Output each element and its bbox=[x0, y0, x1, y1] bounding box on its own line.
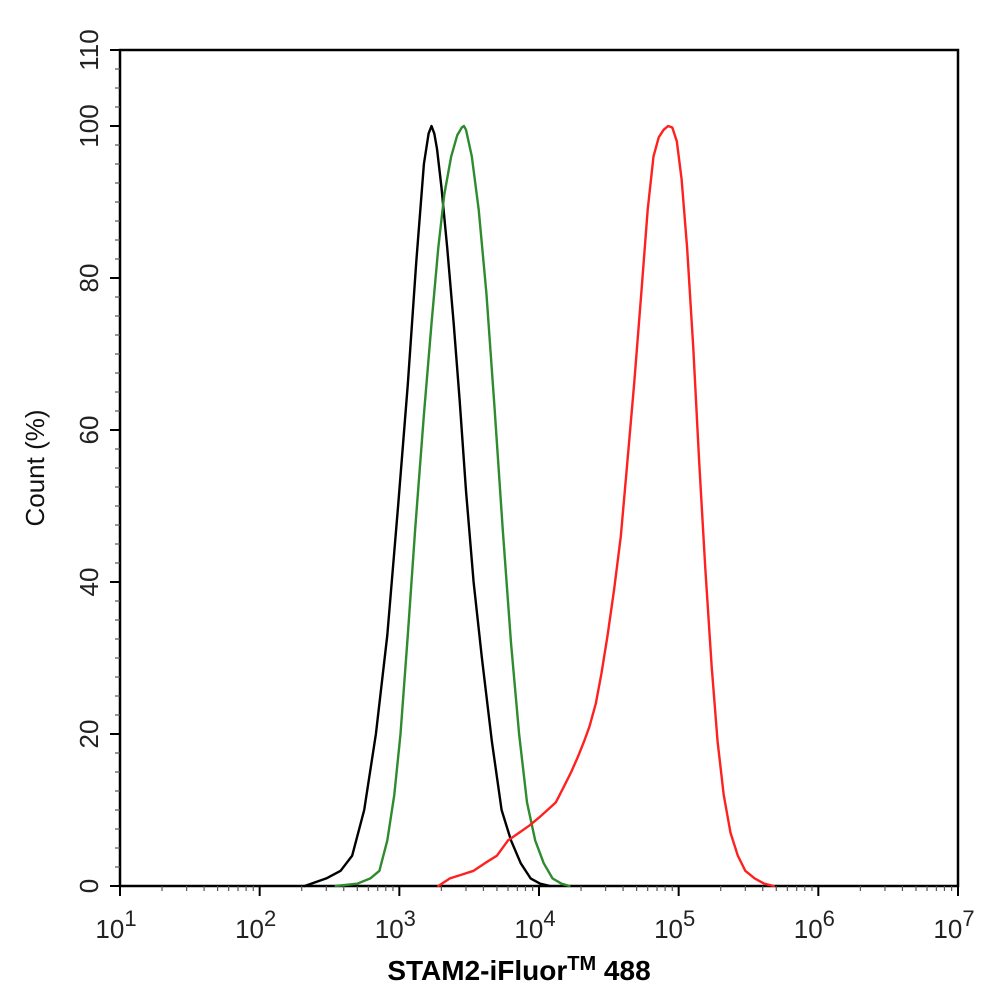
series-line-3 bbox=[437, 124, 775, 888]
x-tick-base: 10 bbox=[514, 914, 543, 944]
x-tick-exponent: 4 bbox=[543, 906, 555, 931]
x-tick-base: 10 bbox=[95, 914, 124, 944]
x-tick-label: 105 bbox=[654, 906, 695, 944]
x-axis-label-main: STAM2-iFluor bbox=[387, 955, 567, 986]
x-tick-label: 102 bbox=[235, 906, 276, 944]
x-axis-label-tail: 488 bbox=[596, 955, 651, 986]
x-tick-label: 107 bbox=[933, 906, 974, 944]
x-tick-exponent: 5 bbox=[683, 906, 695, 931]
x-tick-exponent: 3 bbox=[404, 906, 416, 931]
y-tick-label: 40 bbox=[74, 568, 104, 597]
x-tick-label: 106 bbox=[794, 906, 835, 944]
x-tick-exponent: 6 bbox=[823, 906, 835, 931]
plot-frame bbox=[118, 48, 960, 888]
y-axis-label: Count (%) bbox=[20, 409, 50, 526]
major-ticks bbox=[110, 49, 959, 896]
x-tick-base: 10 bbox=[375, 914, 404, 944]
x-tick-exponent: 2 bbox=[264, 906, 276, 931]
y-tick-label: 60 bbox=[74, 416, 104, 445]
x-tick-base: 10 bbox=[933, 914, 962, 944]
series-line-2 bbox=[334, 124, 571, 888]
x-tick-exponent: 7 bbox=[962, 906, 974, 931]
y-tick-label: 110 bbox=[74, 29, 104, 70]
y-tick-label: 20 bbox=[74, 720, 104, 749]
x-tick-base: 10 bbox=[794, 914, 823, 944]
x-tick-labels: 101 102 103 104 105 106 107 bbox=[95, 906, 974, 944]
series-line-1 bbox=[303, 124, 552, 888]
x-axis-label: STAM2-iFluorTM 488 bbox=[387, 953, 650, 986]
y-tick-label: 80 bbox=[74, 264, 104, 293]
series-lines bbox=[303, 124, 775, 888]
x-tick-base: 10 bbox=[235, 914, 264, 944]
x-axis-label-tm: TM bbox=[567, 953, 596, 975]
x-tick-label: 104 bbox=[514, 906, 555, 944]
x-tick-label: 103 bbox=[375, 906, 416, 944]
y-tick-label: 0 bbox=[74, 879, 104, 893]
y-tick-label: 100 bbox=[74, 104, 104, 147]
x-tick-label: 101 bbox=[95, 906, 136, 944]
x-tick-base: 10 bbox=[654, 914, 683, 944]
y-tick-labels: 0 20 40 60 80 100 110 bbox=[74, 29, 104, 893]
x-minor-ticks bbox=[161, 886, 953, 891]
x-tick-exponent: 1 bbox=[124, 906, 136, 931]
